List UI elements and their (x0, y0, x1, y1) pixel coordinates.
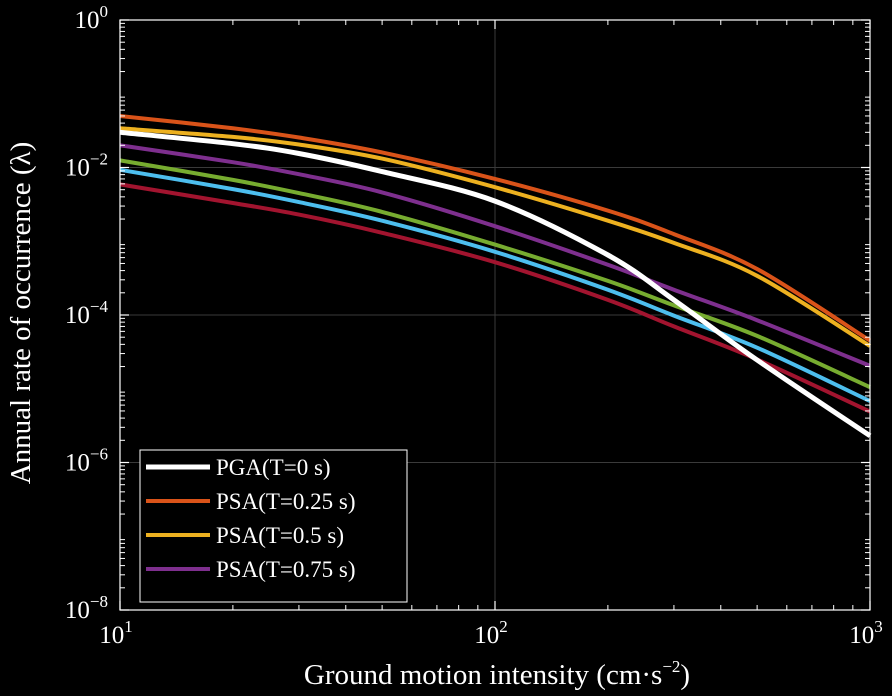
legend-box (139, 449, 408, 603)
series-line-3 (119, 143, 871, 368)
series-lines (119, 114, 872, 438)
x-tick-label: 102 (474, 617, 508, 649)
series-line-1 (119, 114, 872, 343)
x-tick-label: 101 (99, 617, 133, 649)
y-tick-label: 10−8 (65, 592, 108, 624)
x-axis-ticks: 101 102 103 (99, 20, 883, 649)
y-tick-label: 10−6 (65, 445, 108, 477)
series-line-4 (119, 158, 871, 390)
y-axis-title: Annual rate of occurrence (λ) (5, 142, 37, 485)
legend-label: PSA(T=0.25 s) (216, 489, 355, 514)
series-line-0 (119, 129, 872, 438)
legend-label: PSA(T=0.75 s) (216, 557, 355, 582)
series-line-6 (119, 182, 871, 414)
y-tick-label: 10−2 (65, 150, 108, 182)
y-tick-label: 10−4 (65, 297, 109, 329)
x-tick-label: 103 (849, 617, 883, 649)
legend: PGA(T=0 s) PSA(T=0.25 s) PSA(T=0.5 s) PSA(T… (139, 449, 408, 603)
series-line-2 (119, 126, 872, 348)
y-axis-ticks: 100 10−2 10−4 10−6 10−8 (65, 2, 870, 624)
series-line-5 (119, 167, 871, 403)
x-axis-title: Ground motion intensity (cm·s−2) (304, 657, 690, 691)
y-tick-label: 100 (75, 2, 109, 34)
legend-label: PGA(T=0 s) (216, 455, 331, 480)
legend-label: PSA(T=0.5 s) (216, 523, 344, 548)
